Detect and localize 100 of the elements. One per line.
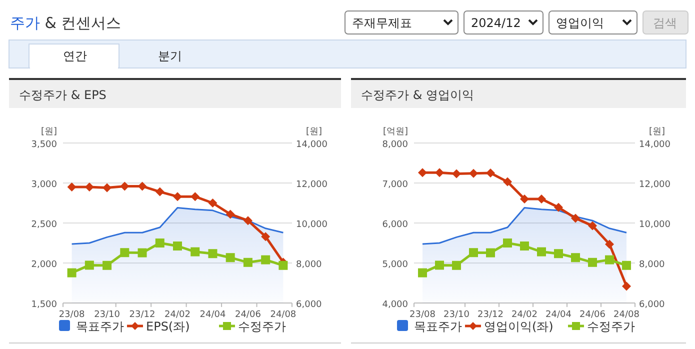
- point: [435, 168, 444, 178]
- point: [102, 183, 112, 192]
- point: [486, 168, 495, 178]
- point: [226, 253, 235, 262]
- point: [622, 260, 631, 270]
- x-tick-label: 24/06: [234, 310, 262, 320]
- point: [452, 169, 461, 178]
- point: [208, 198, 218, 208]
- y2-tick-label: 10,000: [296, 220, 328, 230]
- point: [190, 247, 200, 256]
- point: [554, 202, 563, 212]
- legend-label: 목표주가: [414, 320, 462, 334]
- x-tick-label: 23/12: [478, 310, 504, 320]
- x-tick-label: 24/04: [200, 310, 226, 320]
- point: [261, 232, 270, 242]
- y-tick-label: 2,500: [31, 220, 58, 230]
- x-tick-label: 24/02: [164, 310, 190, 320]
- y2-tick-label: 12,000: [639, 180, 671, 190]
- point: [418, 268, 427, 278]
- x-tick-label: 23/10: [94, 310, 120, 320]
- point: [605, 240, 614, 249]
- point: [155, 187, 164, 196]
- y-tick-label: 1,500: [31, 300, 58, 310]
- x-tick-label: 23/08: [410, 310, 436, 320]
- x-tick-label: 24/04: [546, 310, 572, 320]
- y-tick-label: 5,000: [382, 260, 408, 270]
- x-tick-label: 24/06: [580, 310, 606, 320]
- point: [503, 177, 512, 186]
- point: [243, 258, 252, 267]
- point: [469, 248, 478, 258]
- point: [469, 168, 478, 178]
- point: [261, 255, 270, 264]
- point: [102, 260, 112, 270]
- y-axis-title: [억원]: [382, 127, 408, 137]
- text: 검색: [653, 16, 677, 30]
- point: [120, 248, 130, 258]
- point: [84, 260, 94, 270]
- y2-tick-label: 8,000: [296, 260, 322, 270]
- point: [588, 221, 597, 230]
- point: [520, 242, 529, 250]
- x-tick-label: 23/08: [58, 310, 86, 320]
- x-tick-label: 24/08: [270, 310, 296, 320]
- legend-label: 수정주가: [238, 320, 286, 334]
- y2-tick-label: 10,000: [639, 220, 671, 230]
- x-tick-label: 23/10: [444, 310, 470, 320]
- point: [622, 282, 631, 291]
- point: [537, 194, 546, 204]
- point: [138, 248, 147, 258]
- legend-label: 영업이익(좌): [484, 320, 554, 334]
- point: [67, 182, 76, 192]
- point: [520, 194, 529, 204]
- point: [208, 249, 218, 258]
- point: [190, 192, 200, 202]
- point: [418, 168, 427, 178]
- y-tick-label: 3,500: [31, 140, 58, 150]
- legend-label: EPS(좌): [146, 320, 190, 334]
- x-tick-label: 24/08: [614, 310, 640, 320]
- text: 영업이익: [556, 16, 604, 30]
- y2-tick-label: 14,000: [639, 140, 671, 150]
- y-tick-label: 4,000: [382, 300, 408, 310]
- text: 주가 & 컨센서스: [10, 14, 122, 32]
- point: [588, 258, 597, 267]
- y2-tick-label: 6,000: [639, 300, 666, 310]
- y2-axis-title: [원]: [648, 127, 665, 137]
- y2-axis-title: [원]: [306, 127, 322, 137]
- legend-label: 목표주가: [76, 320, 124, 334]
- point: [226, 210, 235, 219]
- point: [605, 255, 614, 264]
- point: [452, 260, 461, 270]
- point: [571, 214, 580, 223]
- text: 분기: [158, 49, 182, 63]
- y2-tick-label: 14,000: [296, 140, 328, 150]
- point: [537, 247, 546, 256]
- y-tick-label: 8,000: [382, 140, 408, 150]
- point: [173, 192, 182, 202]
- text: 주재무제표: [352, 16, 412, 30]
- point: [435, 260, 444, 270]
- point: [67, 268, 76, 278]
- point: [571, 253, 580, 262]
- y-axis-title: [원]: [40, 127, 57, 137]
- point: [278, 260, 288, 270]
- chart-title: 수정주가 & EPS: [19, 88, 106, 102]
- x-tick-label: 23/12: [129, 310, 156, 320]
- y2-tick-label: 12,000: [296, 180, 328, 190]
- y-tick-label: 6,000: [382, 220, 408, 230]
- y2-tick-label: 6,000: [296, 300, 322, 310]
- point: [486, 248, 495, 258]
- y2-tick-label: 8,000: [639, 260, 666, 270]
- legend-label: 수정주가: [587, 320, 635, 334]
- point: [155, 238, 164, 248]
- point: [503, 238, 512, 248]
- chart-title: 수정주가 & 영업이익: [361, 88, 474, 102]
- y-tick-label: 3,000: [31, 180, 58, 190]
- y-tick-label: 2,000: [31, 260, 58, 270]
- text: 연간: [63, 49, 87, 63]
- point: [243, 216, 252, 226]
- point: [554, 249, 563, 258]
- point: [173, 242, 182, 250]
- x-tick-label: 24/02: [512, 310, 538, 320]
- y-tick-label: 7,000: [382, 180, 408, 190]
